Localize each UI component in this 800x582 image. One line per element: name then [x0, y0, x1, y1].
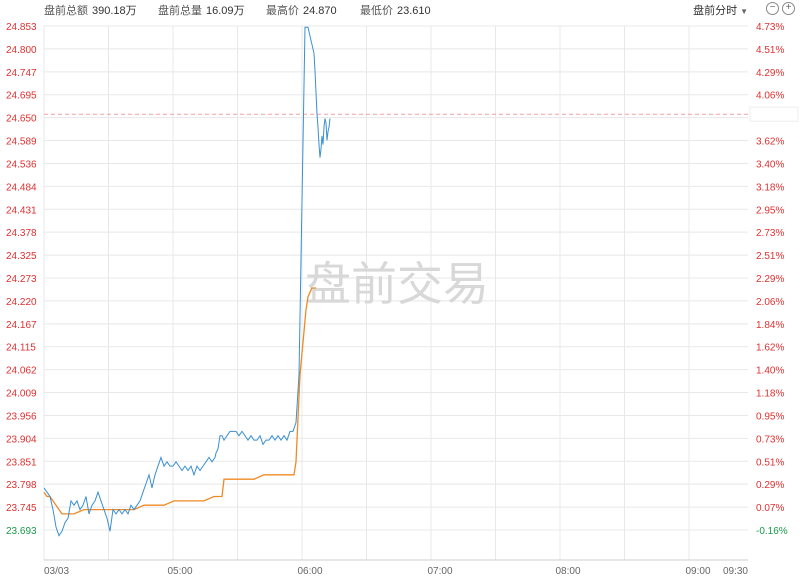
- y-right-tick: 0.29%: [756, 480, 784, 491]
- y-right-tick: 2.06%: [756, 297, 784, 308]
- y-left-tick: 24.220: [6, 297, 37, 308]
- stat-premarket-amount: 盘前总额 390.18万: [44, 5, 137, 17]
- price-line: [43, 26, 331, 537]
- y-left-tick: 24.115: [6, 343, 36, 354]
- y-right-tick: 3.62%: [756, 137, 784, 148]
- y-right-tick: 2.95%: [756, 205, 784, 216]
- y-left-tick: 24.009: [6, 389, 37, 400]
- y-right-tick: 2.29%: [756, 274, 784, 285]
- watermark-text: 盘前交易: [305, 257, 489, 311]
- y-right-tick: 3.40%: [756, 159, 784, 170]
- x-tick: 08:00: [555, 566, 580, 577]
- y-left-tick: 23.693: [6, 526, 37, 537]
- y-right-tick: 1.84%: [756, 320, 784, 331]
- y-right-tick: 2.73%: [756, 228, 784, 239]
- y-right-tick: 3.18%: [756, 182, 784, 193]
- y-right-tick: 0.07%: [756, 503, 784, 514]
- y-right-tick: 4.06%: [756, 91, 784, 102]
- y-right-tick: 0.95%: [756, 411, 784, 422]
- y-left-tick: 24.325: [6, 251, 37, 262]
- y-left-tick: 24.062: [6, 366, 37, 377]
- left-axis: 24.853 24.800 24.747 24.695 24.650 24.589 24.5…: [6, 22, 37, 537]
- grid: [43, 25, 748, 561]
- y-right-tick: 1.62%: [756, 343, 784, 354]
- right-axis: 4.73%4.51%4.29%4.06%3.88%3.62%3.40%3.18%…: [749, 22, 799, 537]
- y-right-tick: 2.51%: [756, 251, 784, 262]
- zoom-out-button[interactable]: −: [766, 2, 779, 15]
- x-tick: 09:00: [685, 566, 710, 577]
- y-left-tick: 24.378: [6, 228, 37, 239]
- y-right-tick: 4.29%: [756, 68, 784, 79]
- chart-header: 盘前总额 390.18万 盘前总量 16.09万 最高价 24.870 最低价 23.6…: [0, 0, 800, 18]
- y-right-tick: 4.51%: [756, 45, 784, 56]
- x-tick: 03/03: [44, 566, 69, 577]
- y-left-tick: 24.650: [6, 114, 37, 125]
- chevron-down-icon: ▼: [740, 7, 748, 16]
- y-right-tick: 1.40%: [756, 366, 784, 377]
- stat-premarket-volume: 盘前总量 16.09万: [158, 5, 245, 17]
- y-left-tick: 23.745: [6, 503, 37, 514]
- current-pct-box: [749, 106, 799, 122]
- y-left-tick: 24.589: [6, 137, 37, 148]
- y-left-tick: 24.167: [6, 320, 37, 331]
- x-axis: 03/03 05:00 06:00 07:00 08:00 09:00 09:30: [44, 566, 748, 577]
- timeframe-dropdown[interactable]: 盘前分时 ▼: [693, 5, 748, 17]
- y-right-tick: 0.51%: [756, 457, 784, 468]
- y-left-tick: 24.431: [6, 205, 37, 216]
- y-left-tick: 24.273: [6, 274, 37, 285]
- y-right-tick: 4.73%: [756, 22, 784, 33]
- y-right-tick: 0.73%: [756, 434, 784, 445]
- zoom-in-button[interactable]: +: [782, 2, 795, 15]
- y-left-tick: 24.695: [6, 91, 37, 102]
- y-left-tick: 23.904: [6, 434, 37, 445]
- x-tick: 05:00: [167, 566, 192, 577]
- y-left-tick: 24.800: [6, 45, 37, 56]
- x-tick: 09:30: [723, 566, 748, 577]
- y-left-tick: 23.956: [6, 411, 37, 422]
- x-tick: 06:00: [297, 566, 322, 577]
- y-left-tick: 23.851: [6, 457, 37, 468]
- x-tick: 07:00: [427, 566, 452, 577]
- y-left-tick: 24.536: [6, 159, 37, 170]
- y-left-tick: 23.798: [6, 480, 37, 491]
- y-left-tick: 24.484: [6, 182, 37, 193]
- y-right-tick: -0.16%: [756, 526, 788, 537]
- stat-high-price: 最高价 24.870: [266, 5, 337, 17]
- y-right-tick: 1.18%: [756, 389, 784, 400]
- average-price-line: [43, 287, 316, 515]
- stat-low-price: 最低价 23.610: [360, 5, 431, 17]
- y-left-tick: 24.853: [6, 22, 37, 33]
- y-left-tick: 24.747: [6, 68, 37, 79]
